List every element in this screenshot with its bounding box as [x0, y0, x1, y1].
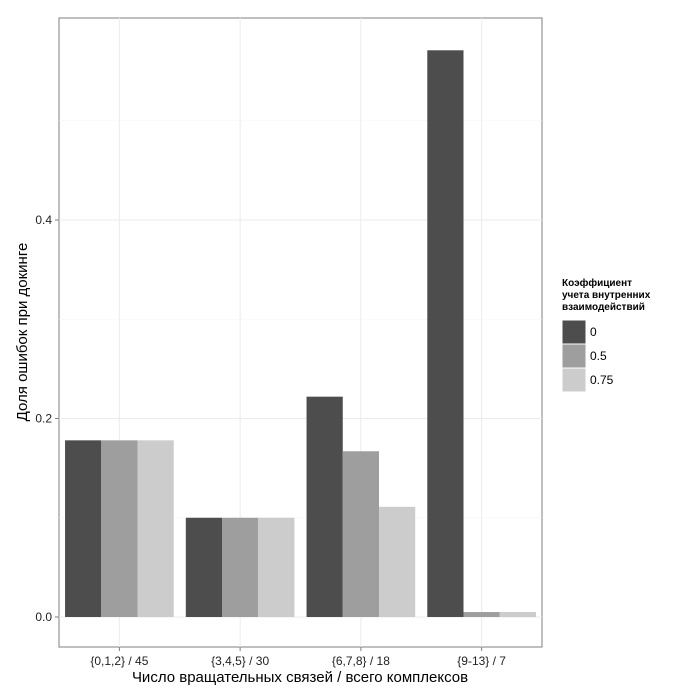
bar-4-series-3 — [499, 612, 536, 617]
x-axis-title: Число вращательных связей / всего компле… — [132, 669, 468, 686]
bar-1-series-1 — [65, 440, 102, 617]
bar-1-series-3 — [137, 440, 174, 617]
bars — [65, 50, 536, 618]
y-axis-title: Доля ошибок при докинге — [14, 243, 31, 422]
legend-title: взаимодействий — [562, 302, 645, 313]
bar-3-series-1 — [306, 396, 343, 617]
y-axis: 0.0 0.2 0.4 — [35, 213, 59, 624]
bar-3-series-3 — [378, 506, 416, 617]
legend-swatch — [561, 367, 587, 393]
x-axis: {0,1,2} / 45 {3,4,5} / 30 {6,7,8} / 18 {9-1… — [90, 647, 506, 668]
bar-1-series-2 — [101, 440, 138, 617]
legend-title: Коэффициент — [562, 277, 632, 289]
bar-2-series-1 — [185, 517, 223, 617]
bar-3-series-2 — [342, 451, 379, 617]
legend-label: 0.5 — [590, 349, 607, 363]
x-tick-label: {6,7,8} / 18 — [332, 654, 390, 668]
legend-swatch — [561, 319, 587, 345]
bar-4-series-2 — [463, 612, 500, 617]
x-tick-label: {3,4,5} / 30 — [211, 654, 269, 668]
y-tick-label: 0.2 — [35, 412, 52, 426]
legend-title: учета внутренних — [562, 290, 651, 301]
y-tick-label: 0.4 — [35, 213, 52, 227]
x-tick-label: {9-13} / 7 — [457, 654, 506, 668]
x-tick-label: {0,1,2} / 45 — [90, 654, 148, 668]
bar-2-series-2 — [222, 517, 259, 617]
legend-label: 0 — [590, 325, 597, 339]
bar-2-series-3 — [258, 517, 295, 617]
legend-swatch — [561, 343, 587, 369]
legend-label: 0.75 — [590, 373, 614, 387]
y-tick-label: 0.0 — [35, 610, 52, 624]
bar-4-series-1 — [427, 50, 464, 618]
